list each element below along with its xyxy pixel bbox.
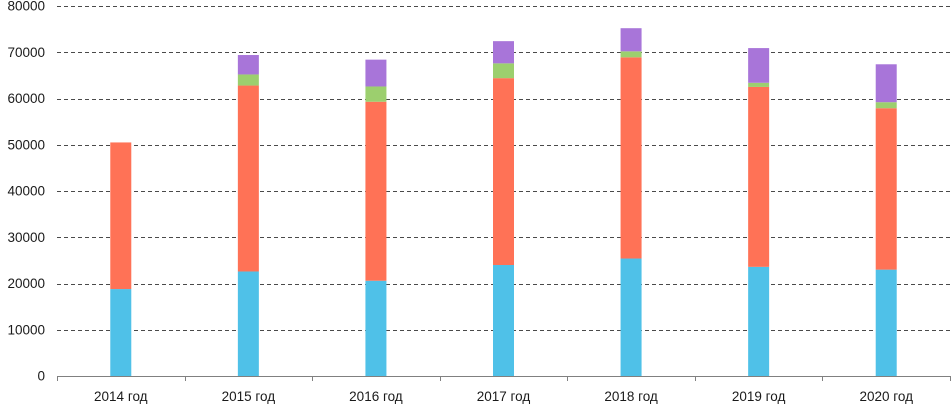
bar-segment: [620, 28, 642, 52]
bar-segment: [875, 108, 897, 270]
bar-segment: [620, 57, 642, 259]
x-tick-label: 2016 год: [349, 389, 403, 404]
y-tick-label: 70000: [7, 45, 45, 60]
gridlines: [57, 6, 950, 331]
y-tick-label: 0: [37, 369, 45, 384]
x-tick-label: 2014 год: [94, 389, 148, 404]
bar-segment: [875, 64, 897, 103]
bars: [110, 28, 897, 376]
x-tick-label: 2018 год: [604, 389, 658, 404]
bar-segment: [875, 269, 897, 376]
bar-segment: [237, 271, 259, 376]
bar-segment: [875, 102, 897, 109]
y-axis-tick-labels: 0 10000 20000 30000 40000 50000 60000 70000 8000…: [7, 0, 45, 384]
bar-segment: [110, 142, 132, 290]
bar-segment: [237, 74, 259, 86]
x-axis-tick-labels: 2014 год 2015 год 2016 год 2017 год 2018 год…: [94, 389, 913, 404]
bar-segment: [365, 59, 387, 87]
bar-segment: [365, 101, 387, 281]
bar-segment: [748, 48, 770, 83]
y-tick-label: 30000: [7, 230, 45, 245]
bar-segment: [237, 85, 259, 272]
bar-segment: [620, 258, 642, 376]
bar-segment: [620, 51, 642, 58]
x-axis: [57, 376, 951, 381]
x-tick-label: 2019 год: [732, 389, 786, 404]
bar-segment: [365, 280, 387, 376]
bar-segment: [493, 41, 514, 64]
y-tick-label: 40000: [7, 184, 45, 199]
x-tick-label: 2017 год: [477, 389, 531, 404]
bar-segment: [493, 63, 514, 79]
bar-segment: [748, 266, 770, 376]
bar-segment: [110, 289, 132, 376]
y-tick-label: 10000: [7, 322, 45, 337]
bar-segment: [493, 265, 514, 376]
y-tick-label: 80000: [7, 0, 45, 14]
bar-segment: [237, 55, 259, 75]
bar-segment: [365, 86, 387, 102]
y-tick-label: 60000: [7, 91, 45, 106]
x-tick-label: 2015 год: [222, 389, 276, 404]
y-tick-label: 20000: [7, 276, 45, 291]
bar-segment: [748, 82, 770, 87]
y-tick-label: 50000: [7, 137, 45, 152]
bar-segment: [748, 86, 770, 267]
x-tick-label: 2020 год: [859, 389, 913, 404]
bar-segment: [493, 78, 514, 266]
